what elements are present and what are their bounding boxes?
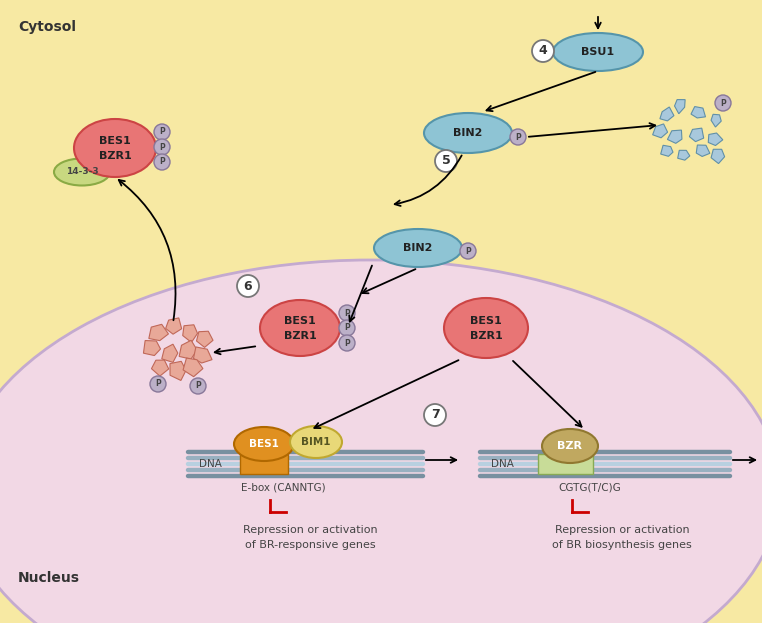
Circle shape (154, 139, 170, 155)
Ellipse shape (553, 33, 643, 71)
Polygon shape (152, 360, 168, 376)
Circle shape (339, 320, 355, 336)
Text: Repression or activation: Repression or activation (555, 525, 690, 535)
Text: BES1: BES1 (249, 439, 279, 449)
Text: P: P (465, 247, 471, 255)
Polygon shape (691, 107, 706, 118)
Polygon shape (660, 107, 674, 121)
Circle shape (190, 378, 206, 394)
Polygon shape (708, 133, 723, 146)
Polygon shape (170, 361, 186, 381)
Ellipse shape (74, 119, 156, 177)
Text: DNA: DNA (491, 459, 514, 469)
Text: 5: 5 (442, 155, 450, 168)
Ellipse shape (54, 158, 110, 186)
Text: 14-3-3: 14-3-3 (66, 168, 98, 176)
Text: BZR1: BZR1 (283, 331, 316, 341)
Ellipse shape (444, 298, 528, 358)
Polygon shape (183, 325, 197, 343)
Polygon shape (143, 341, 161, 356)
Text: P: P (159, 128, 165, 136)
Polygon shape (179, 340, 197, 359)
Text: 4: 4 (539, 44, 547, 57)
Ellipse shape (542, 429, 598, 463)
Text: P: P (159, 158, 165, 166)
Text: DNA: DNA (199, 459, 222, 469)
Text: E-box (CANNTG): E-box (CANNTG) (241, 483, 325, 493)
Circle shape (150, 376, 166, 392)
Text: BZR1: BZR1 (469, 331, 502, 341)
Text: CGTG(T/C)G: CGTG(T/C)G (559, 483, 621, 493)
Text: P: P (155, 379, 161, 389)
Ellipse shape (290, 426, 342, 458)
Text: P: P (720, 98, 726, 108)
Circle shape (510, 129, 526, 145)
Polygon shape (165, 318, 181, 334)
Circle shape (339, 305, 355, 321)
Circle shape (237, 275, 259, 297)
Polygon shape (149, 325, 168, 341)
Polygon shape (668, 130, 682, 143)
Text: P: P (344, 338, 350, 348)
Text: BES1: BES1 (470, 316, 502, 326)
Text: BSU1: BSU1 (581, 47, 615, 57)
Bar (538, 454, 593, 474)
Polygon shape (711, 150, 725, 164)
Ellipse shape (260, 300, 340, 356)
Ellipse shape (0, 265, 762, 623)
Text: BZR: BZR (558, 441, 582, 451)
Text: 7: 7 (431, 409, 440, 422)
Polygon shape (652, 124, 668, 138)
Text: BZR1: BZR1 (98, 151, 131, 161)
Text: BIM1: BIM1 (301, 437, 331, 447)
Ellipse shape (234, 427, 294, 461)
Circle shape (435, 150, 457, 172)
Polygon shape (661, 145, 673, 156)
Circle shape (339, 335, 355, 351)
Circle shape (154, 124, 170, 140)
Text: P: P (515, 133, 521, 141)
Ellipse shape (0, 260, 762, 623)
Text: BIN2: BIN2 (453, 128, 482, 138)
Text: P: P (159, 143, 165, 151)
Polygon shape (690, 128, 703, 141)
Text: P: P (344, 323, 350, 333)
Circle shape (460, 243, 476, 259)
Text: Repression or activation: Repression or activation (242, 525, 377, 535)
Circle shape (715, 95, 731, 111)
Polygon shape (162, 344, 178, 363)
Text: BES1: BES1 (99, 136, 131, 146)
Text: of BR-responsive genes: of BR-responsive genes (245, 540, 376, 550)
Ellipse shape (374, 229, 462, 267)
Ellipse shape (424, 113, 512, 153)
Circle shape (532, 40, 554, 62)
Polygon shape (183, 358, 203, 377)
Text: Cytosol: Cytosol (18, 20, 76, 34)
Text: BIN2: BIN2 (403, 243, 433, 253)
Polygon shape (674, 100, 685, 114)
Circle shape (424, 404, 446, 426)
Polygon shape (197, 331, 213, 348)
Polygon shape (711, 114, 721, 127)
Text: of BR biosynthesis genes: of BR biosynthesis genes (552, 540, 692, 550)
Bar (240, 454, 288, 474)
Text: Nucleus: Nucleus (18, 571, 80, 585)
Polygon shape (194, 347, 212, 363)
Polygon shape (677, 150, 690, 160)
Text: BES1: BES1 (284, 316, 316, 326)
Text: P: P (344, 308, 350, 318)
Text: 6: 6 (244, 280, 252, 293)
Circle shape (154, 154, 170, 170)
Text: P: P (195, 381, 201, 391)
Polygon shape (696, 145, 710, 156)
